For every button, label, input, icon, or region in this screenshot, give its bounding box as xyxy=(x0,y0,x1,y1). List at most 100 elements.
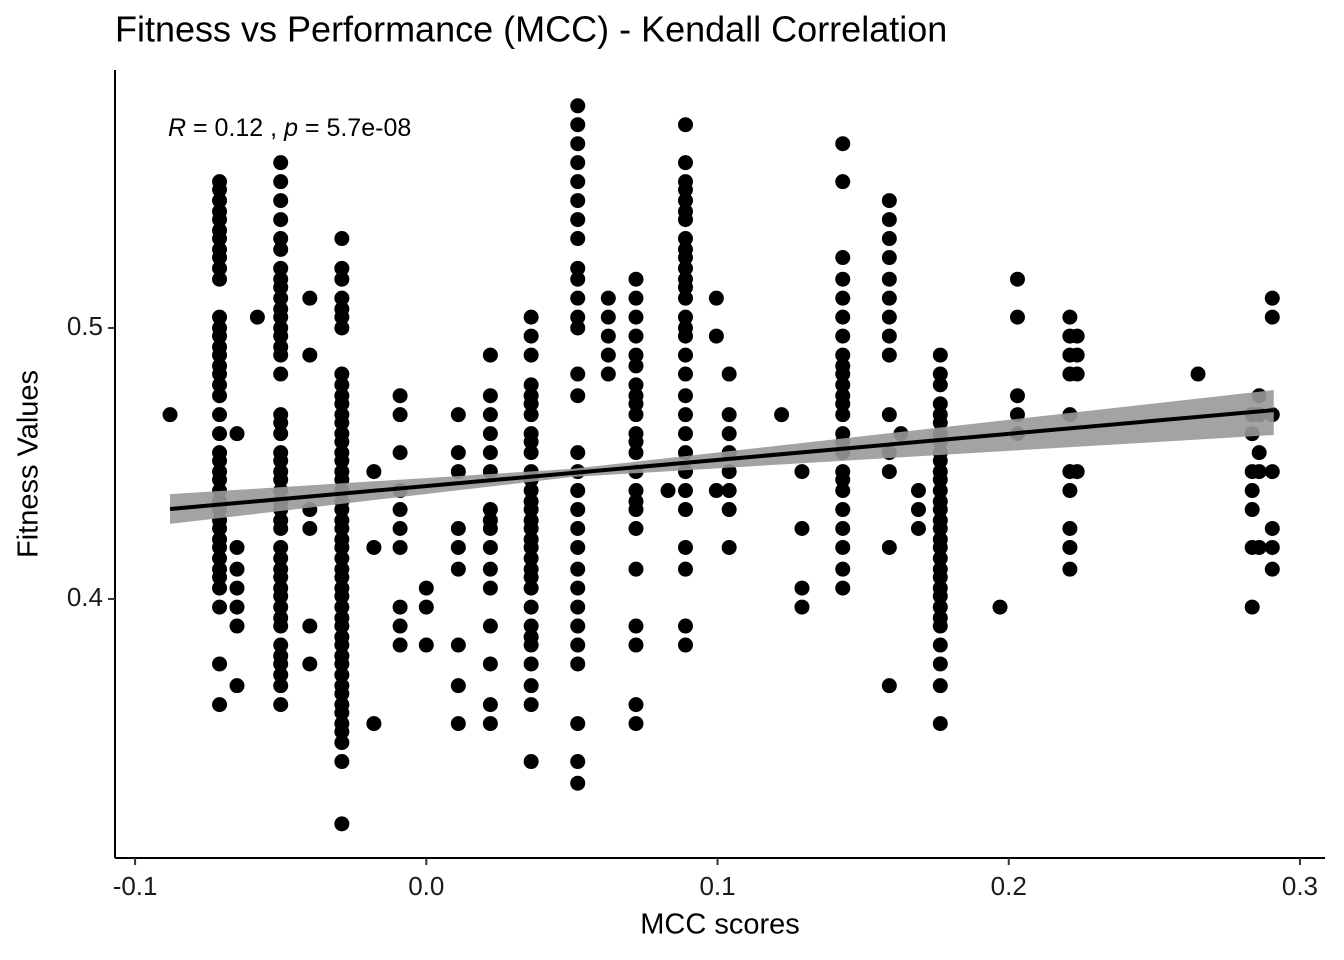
annotation-part: = 5.7e-08 xyxy=(298,114,411,142)
point xyxy=(450,539,466,555)
point xyxy=(628,347,644,363)
point xyxy=(628,377,644,393)
point xyxy=(523,637,539,653)
point xyxy=(334,415,350,431)
point xyxy=(881,290,897,306)
point xyxy=(570,599,586,615)
point xyxy=(273,193,289,209)
point xyxy=(1069,464,1085,480)
point xyxy=(677,366,693,382)
point xyxy=(392,618,408,634)
point xyxy=(774,407,790,423)
point xyxy=(392,637,408,653)
point xyxy=(628,271,644,287)
point xyxy=(932,539,948,555)
point xyxy=(229,678,245,694)
point xyxy=(932,483,948,499)
point xyxy=(334,569,350,585)
point xyxy=(334,260,350,276)
point xyxy=(273,550,289,566)
point xyxy=(1009,388,1025,404)
point xyxy=(932,637,948,653)
point xyxy=(1062,309,1078,325)
point xyxy=(273,328,289,344)
point xyxy=(1251,445,1267,461)
point xyxy=(794,599,810,615)
point xyxy=(273,678,289,694)
point xyxy=(570,98,586,114)
point xyxy=(523,445,539,461)
point xyxy=(570,656,586,672)
point xyxy=(212,388,228,404)
point xyxy=(418,580,434,596)
point xyxy=(570,212,586,228)
point xyxy=(334,724,350,740)
x-tick-label: 0.1 xyxy=(699,871,735,901)
point xyxy=(708,483,724,499)
point xyxy=(212,366,228,382)
point xyxy=(932,396,948,412)
point xyxy=(835,561,851,577)
point xyxy=(273,426,289,442)
point xyxy=(334,667,350,683)
point xyxy=(1062,483,1078,499)
point xyxy=(932,716,948,732)
point xyxy=(881,271,897,287)
point xyxy=(523,697,539,713)
point xyxy=(334,599,350,615)
x-tick-label: 0.2 xyxy=(991,871,1027,901)
point xyxy=(273,697,289,713)
point xyxy=(628,502,644,518)
point xyxy=(910,502,926,518)
point xyxy=(677,347,693,363)
x-tick-label: -0.1 xyxy=(113,871,158,901)
point xyxy=(273,539,289,555)
point xyxy=(273,618,289,634)
point xyxy=(570,290,586,306)
point xyxy=(881,678,897,694)
point xyxy=(570,231,586,247)
point xyxy=(570,271,586,287)
point xyxy=(835,290,851,306)
point xyxy=(881,464,897,480)
point xyxy=(835,309,851,325)
point xyxy=(162,407,178,423)
point xyxy=(334,539,350,555)
point xyxy=(932,347,948,363)
point xyxy=(1069,366,1085,382)
point xyxy=(835,366,851,382)
point xyxy=(600,347,616,363)
point xyxy=(721,407,737,423)
point xyxy=(677,502,693,518)
point xyxy=(302,290,318,306)
annotation-part: R xyxy=(168,114,186,142)
point xyxy=(229,539,245,555)
point xyxy=(677,117,693,133)
point xyxy=(628,396,644,412)
point xyxy=(1264,520,1280,536)
point xyxy=(677,193,693,209)
point xyxy=(334,705,350,721)
point xyxy=(570,320,586,336)
point xyxy=(212,426,228,442)
point xyxy=(273,415,289,431)
point xyxy=(677,212,693,228)
point xyxy=(628,328,644,344)
point xyxy=(1009,309,1025,325)
point xyxy=(523,550,539,566)
point xyxy=(600,309,616,325)
point xyxy=(392,502,408,518)
point xyxy=(523,656,539,672)
point xyxy=(273,667,289,683)
point xyxy=(570,388,586,404)
point xyxy=(212,182,228,198)
point xyxy=(273,279,289,295)
point xyxy=(628,618,644,634)
point xyxy=(881,231,897,247)
point xyxy=(677,231,693,247)
point xyxy=(482,539,498,555)
point xyxy=(273,155,289,171)
point xyxy=(1264,290,1280,306)
point xyxy=(229,426,245,442)
point xyxy=(570,366,586,382)
